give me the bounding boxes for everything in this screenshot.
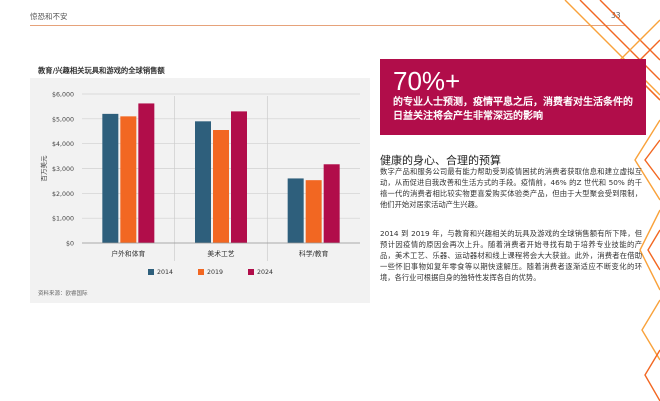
y-tick-label: $2,000 <box>52 191 74 198</box>
source-note: 资料来源：欧睿国际 <box>38 291 88 297</box>
article-heading: 健康的身心、合理的预算 <box>380 154 501 167</box>
y-tick-label: $1,000 <box>52 216 74 223</box>
article-paragraph-2: 2014 到 2019 年，与教育和兴趣相关的玩具及游戏的全球销售额有所下降，但… <box>380 229 642 282</box>
y-tick-label: $4,000 <box>52 141 74 148</box>
legend-swatch <box>148 269 154 275</box>
y-tick-label: $5,000 <box>52 116 74 123</box>
x-tick-label: 美术工艺 <box>207 249 234 258</box>
legend-label: 2019 <box>207 269 223 276</box>
bar <box>287 178 304 243</box>
callout-statistic: 70%+ <box>393 66 461 96</box>
legend-label: 2014 <box>157 269 173 276</box>
y-tick-label: $6,000 <box>52 92 74 99</box>
x-tick-label: 户外和体育 <box>111 249 145 258</box>
article-paragraph-1: 数字产品和服务公司最有能力帮助受到疫情困扰的消费者获取信息和建立虚拟互动，从而促… <box>380 167 642 209</box>
y-tick-label: $0 <box>66 241 74 248</box>
bar <box>305 180 322 243</box>
callout-text: 的专业人士预测，疫情平息之后，消费者对生活条件的日益关注将会产生非常深远的影响 <box>393 97 633 122</box>
bar <box>231 111 247 243</box>
x-tick-label: 科学/教育 <box>299 249 329 258</box>
bar <box>120 116 137 243</box>
bar <box>138 103 155 243</box>
legend-label: 2024 <box>257 269 273 276</box>
section-label: 惊恐和不安 <box>30 12 68 21</box>
bar <box>195 121 211 243</box>
callout-box <box>380 59 646 135</box>
bar <box>102 113 119 243</box>
y-axis-label: 百万美元 <box>39 155 48 182</box>
bar <box>323 164 340 243</box>
bar <box>213 130 229 243</box>
header-divider <box>30 25 626 26</box>
legend-swatch <box>248 269 254 275</box>
chart-title: 教育/兴趣相关玩具和游戏的全球销售额 <box>38 66 165 75</box>
legend-swatch <box>198 269 204 275</box>
y-tick-label: $3,000 <box>52 166 74 173</box>
sales-bar-chart: $6,000 $5,000 $4,000 $3,000 $2,000 $1,000 $0 百万… <box>39 92 360 276</box>
